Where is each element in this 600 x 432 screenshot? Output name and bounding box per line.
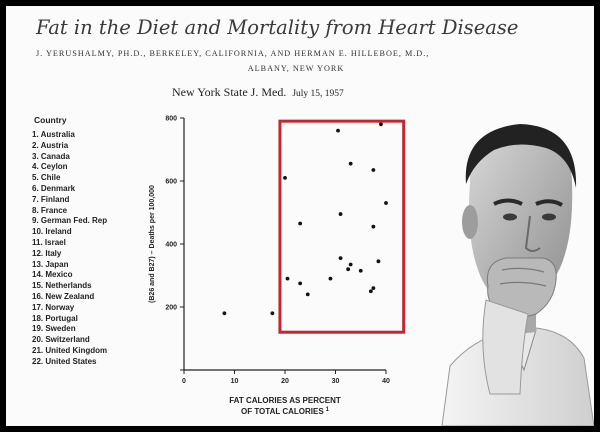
data-point bbox=[358, 268, 363, 273]
data-point bbox=[371, 224, 376, 229]
country-item: 2. Austria bbox=[32, 140, 69, 150]
data-point bbox=[338, 256, 343, 261]
authors-line: J. YERUSHALMY, PH.D., BERKELEY, CALIFORN… bbox=[36, 49, 430, 58]
country-item: 7. Finland bbox=[32, 194, 70, 204]
location-line: ALBANY, NEW YORK bbox=[247, 64, 345, 73]
country-item: 13. Japan bbox=[32, 259, 69, 269]
data-point bbox=[305, 292, 310, 297]
x-tick-label: 20 bbox=[281, 378, 289, 385]
x-tick-label: 10 bbox=[231, 378, 239, 385]
country-item: 10. Ireland bbox=[32, 227, 72, 237]
country-item: 8. France bbox=[32, 205, 68, 215]
data-point bbox=[336, 128, 340, 133]
country-item: 4. Ceylon bbox=[32, 162, 68, 172]
country-item: 22. United States bbox=[32, 356, 97, 366]
country-item: 19. Sweden bbox=[32, 324, 76, 334]
data-point bbox=[371, 168, 376, 172]
x-tick-label: 30 bbox=[332, 378, 340, 385]
country-item: 15. Netherlands bbox=[32, 281, 92, 291]
country-item: 20. Switzerland bbox=[32, 335, 90, 345]
data-point bbox=[338, 212, 343, 216]
citation: New York State J. Med. July 15, 1957 bbox=[172, 85, 344, 100]
country-item: 16. New Zealand bbox=[32, 291, 95, 301]
data-point bbox=[368, 289, 373, 294]
x-axis-label-line-2: OF TOTAL CALORIES 1 bbox=[241, 407, 330, 416]
figure-title: Fat in the Diet and Mortality from Heart… bbox=[36, 16, 519, 39]
y-tick-label: 400 bbox=[165, 242, 177, 249]
data-point bbox=[298, 281, 303, 286]
data-point bbox=[346, 267, 351, 272]
data-point bbox=[328, 276, 333, 281]
country-item: 9. German Fed. Rep bbox=[32, 216, 108, 226]
figure-frame: Fat in the Diet and Mortality from Heart… bbox=[6, 6, 594, 426]
publication-date: July 15, 1957 bbox=[292, 89, 344, 99]
data-point bbox=[283, 175, 287, 180]
data-point bbox=[376, 259, 381, 264]
country-list-heading: Country bbox=[34, 115, 67, 125]
country-item: 6. Denmark bbox=[32, 183, 76, 193]
country-item: 17. Norway bbox=[32, 302, 75, 312]
y-tick-label: 800 bbox=[165, 116, 177, 123]
chart-ticks: 0 10 20 30 40 200 400 600 800 bbox=[165, 116, 390, 386]
country-list: 1. Australia 2. Austria 3. Canada 4. Ceylon… bbox=[32, 130, 107, 368]
data-point bbox=[298, 221, 303, 226]
x-axis-label-line-2-text: OF TOTAL CALORIES bbox=[241, 407, 324, 416]
country-item: 12. Italy bbox=[32, 248, 62, 258]
country-item: 14. Mexico bbox=[32, 270, 73, 280]
x-tick-label: 0 bbox=[182, 378, 186, 385]
chart-points bbox=[222, 119, 406, 334]
highlight-box bbox=[278, 119, 406, 334]
data-point bbox=[379, 122, 383, 127]
journal-name: New York State J. Med. bbox=[172, 85, 287, 99]
man-portrait-photo-icon bbox=[441, 124, 594, 426]
country-item: 21. United Kingdom bbox=[32, 345, 108, 355]
country-item: 18. Portugal bbox=[32, 313, 78, 323]
data-point bbox=[384, 201, 388, 205]
country-item: 5. Chile bbox=[32, 173, 61, 183]
data-point bbox=[348, 161, 353, 166]
x-axis-label-superscript: 1 bbox=[326, 407, 330, 413]
y-axis-label: (B26 and B27) – Deaths per 100,000 bbox=[149, 185, 156, 303]
scatter-chart: 0 10 20 30 40 200 400 600 800 (B26 and B27) – De… bbox=[149, 116, 406, 416]
data-point bbox=[270, 311, 275, 316]
data-point bbox=[222, 311, 227, 316]
x-tick-label: 40 bbox=[382, 378, 390, 385]
country-item: 1. Australia bbox=[32, 130, 75, 139]
x-axis-label: FAT CALORIES AS PERCENT bbox=[229, 396, 341, 405]
data-point bbox=[348, 262, 353, 267]
y-tick-label: 200 bbox=[165, 305, 177, 312]
data-point bbox=[371, 286, 376, 290]
country-item: 11. Israel bbox=[32, 237, 66, 247]
y-tick-label: 600 bbox=[165, 179, 177, 186]
data-point bbox=[285, 276, 290, 281]
country-item: 3. Canada bbox=[32, 151, 70, 161]
